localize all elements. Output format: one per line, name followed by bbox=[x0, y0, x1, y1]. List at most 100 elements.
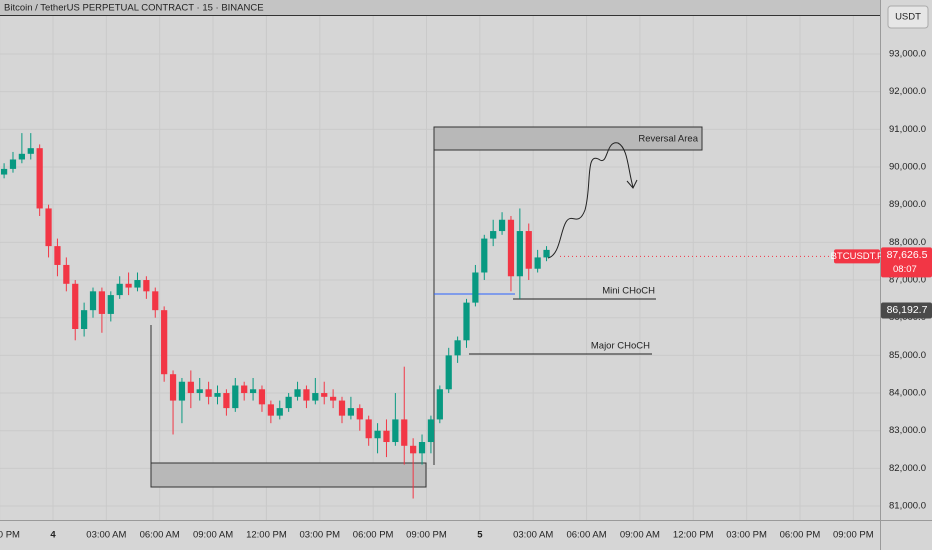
countdown-label: 08:07 bbox=[893, 264, 917, 275]
header-bar bbox=[0, 0, 880, 15]
y-tick-label: 83,000.0 bbox=[889, 425, 926, 436]
x-tick-label: 09:00 AM bbox=[620, 530, 660, 541]
demand-box bbox=[150, 462, 427, 488]
y-tick-label: 87,000.0 bbox=[889, 275, 926, 286]
currency-label[interactable]: USDT bbox=[895, 12, 921, 23]
candle-body bbox=[178, 381, 186, 401]
candle-body bbox=[525, 231, 532, 269]
candle-body bbox=[27, 148, 34, 154]
x-tick-label: 06:00 AM bbox=[566, 530, 606, 541]
annotation: Major CHoCH bbox=[591, 341, 650, 352]
candle-body bbox=[285, 396, 292, 409]
x-tick-label: 09:00 PM bbox=[406, 530, 447, 541]
projection-path bbox=[547, 142, 638, 259]
candle-body bbox=[338, 400, 346, 416]
candle-body bbox=[472, 272, 479, 303]
candle-body bbox=[214, 393, 221, 397]
symbol-label: BTCUSDT.P bbox=[831, 251, 884, 262]
candle-body bbox=[249, 389, 257, 394]
x-tick-label: 12:00 PM bbox=[246, 530, 287, 541]
candle-body bbox=[45, 208, 52, 247]
candles bbox=[0, 133, 550, 499]
x-tick-label: 5 bbox=[477, 530, 483, 541]
candle-body bbox=[125, 283, 132, 288]
candle-body bbox=[365, 419, 372, 439]
candle-body bbox=[169, 374, 177, 401]
y-tick-label: 92,000.0 bbox=[889, 86, 926, 97]
x-tick-label: 03:00 AM bbox=[86, 530, 126, 541]
candle-body bbox=[454, 340, 461, 356]
candle-body bbox=[241, 385, 248, 394]
candle-body bbox=[267, 404, 274, 416]
y-tick-label: 84,000.0 bbox=[889, 388, 926, 399]
candle-body bbox=[321, 393, 328, 397]
candle-body bbox=[463, 302, 470, 341]
candle-body bbox=[98, 291, 106, 314]
candle-body bbox=[418, 442, 426, 454]
candle-body bbox=[543, 249, 550, 258]
candle-body bbox=[89, 291, 97, 311]
candle-body bbox=[392, 419, 399, 443]
candle-body bbox=[9, 159, 17, 169]
candle-body bbox=[410, 445, 417, 454]
candle-body bbox=[81, 310, 88, 330]
candle-body bbox=[18, 153, 25, 160]
price-marker-label: 86,192.7 bbox=[887, 304, 928, 316]
candle-body bbox=[134, 280, 141, 288]
y-tick-label: 85,000.0 bbox=[889, 350, 926, 361]
x-tick-label: 03:00 AM bbox=[513, 530, 553, 541]
x-tick-label: 06:00 AM bbox=[140, 530, 180, 541]
candle-body bbox=[356, 408, 363, 420]
candle-body bbox=[107, 295, 114, 314]
candle-body bbox=[436, 389, 443, 420]
grid bbox=[0, 15, 880, 520]
x-tick-label: 06:00 PM bbox=[780, 530, 821, 541]
candle-body bbox=[72, 283, 79, 330]
candle-body bbox=[330, 396, 337, 401]
candle-body bbox=[534, 257, 541, 269]
candle-body bbox=[116, 283, 123, 296]
price-marker-tag bbox=[881, 302, 932, 319]
x-tick-label: 09:00 AM bbox=[193, 530, 233, 541]
candle-body bbox=[303, 389, 310, 401]
x-tick-label: 4 bbox=[50, 530, 56, 541]
candle-body bbox=[507, 219, 515, 277]
candle-body bbox=[187, 381, 194, 394]
reversal-box bbox=[433, 126, 703, 151]
candle-body bbox=[312, 393, 319, 401]
candle-body bbox=[294, 389, 301, 397]
candle-body bbox=[347, 408, 355, 416]
y-tick-label: 93,000.0 bbox=[889, 49, 926, 60]
candle-body bbox=[161, 310, 168, 375]
annotation: Reversal Area bbox=[638, 134, 698, 145]
y-tick-label: 91,000.0 bbox=[889, 124, 926, 135]
currency-button[interactable] bbox=[887, 5, 929, 29]
y-tick-label: 89,000.0 bbox=[889, 199, 926, 210]
candle-body bbox=[0, 168, 8, 175]
candle-body bbox=[143, 280, 150, 292]
x-tick-label: 09:00 PM bbox=[833, 530, 874, 541]
symbol-tag bbox=[834, 249, 880, 264]
x-tick-label: 03:00 PM bbox=[299, 530, 340, 541]
candle-body bbox=[374, 430, 381, 439]
x-tick-label: 09:00 PM bbox=[0, 530, 20, 541]
candle-body bbox=[54, 246, 61, 265]
candle-body bbox=[481, 238, 488, 273]
candle-body bbox=[383, 430, 390, 443]
y-tick-label: 88,000.0 bbox=[889, 237, 926, 248]
candle-body bbox=[516, 231, 523, 277]
candle-body bbox=[205, 389, 212, 397]
candle-body bbox=[196, 389, 203, 394]
candle-body bbox=[427, 419, 435, 443]
candle-body bbox=[498, 219, 506, 232]
chart-title: Bitcoin / TetherUS PERPETUAL CONTRACT · … bbox=[4, 3, 264, 14]
x-tick-label: 06:00 PM bbox=[353, 530, 394, 541]
last-price-label: 87,626.5 bbox=[887, 249, 928, 261]
candle-body bbox=[258, 389, 266, 405]
y-tick-label: 81,000.0 bbox=[889, 501, 926, 512]
candle-body bbox=[401, 419, 408, 446]
axes: 81,000.0 82,000.0 83,000.0 84,000.0 85,000.0… bbox=[0, 49, 932, 541]
